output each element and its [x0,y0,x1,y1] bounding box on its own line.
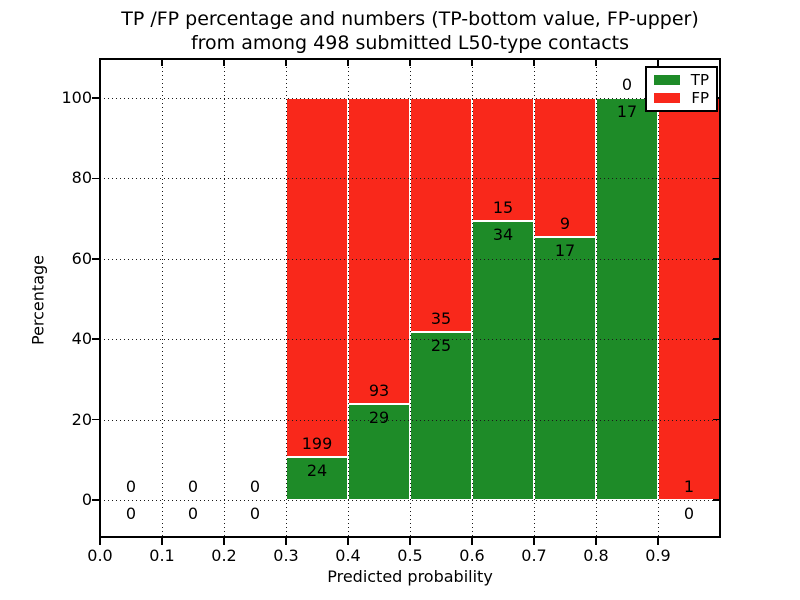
tp-count-label: 34 [492,225,514,245]
x-tick-label: 0.8 [583,546,609,565]
y-tick [92,258,100,260]
x-gridline [410,59,411,537]
y-tick-right [713,258,720,260]
legend-label-tp: TP [690,71,709,89]
y-tick-right [713,338,720,340]
x-tick-top [471,59,473,66]
x-tick [99,538,101,545]
x-tick-top [533,59,535,66]
tp-color-swatch [654,75,680,85]
tp-count-label: 0 [187,504,199,523]
chart-title: TP /FP percentage and numbers (TP-bottom… [20,7,800,55]
x-tick [347,538,349,545]
x-gridline [286,59,287,537]
x-axis-label: Predicted probability [327,567,493,586]
x-tick [223,538,225,545]
y-tick [92,97,100,99]
x-tick [657,538,659,545]
fp-bar-segment [658,97,720,500]
x-gridline [534,59,535,537]
x-tick-label: 0.1 [149,546,175,565]
x-tick [409,538,411,545]
y-tick-right [713,177,720,180]
x-gridline [596,59,597,537]
fp-bar-segment [348,97,410,405]
x-tick [285,538,287,545]
y-tick [92,418,100,421]
fp-count-label: 93 [368,381,390,401]
x-tick [471,538,473,545]
y-tick-label: 20 [71,409,92,429]
tp-count-label: 0 [683,504,695,523]
x-tick-top [409,59,411,66]
chart-title-line1: TP /FP percentage and numbers (TP-bottom… [121,8,699,30]
fp-count-label: 0 [187,477,199,496]
tp-bar-segment [410,332,472,500]
tp-bar-segment [286,456,348,500]
fp-count-label: 199 [301,433,333,453]
chart-title-line2: from among 498 submitted L50-type contac… [190,32,630,54]
x-tick [161,538,163,545]
y-tick-label: 80 [71,168,92,188]
x-tick-top [347,59,349,66]
x-tick-top [223,59,225,66]
fp-count-label: 35 [430,309,452,329]
x-tick-label: 0.9 [645,546,671,565]
tp-count-label: 29 [368,408,390,428]
legend: TP FP [645,66,718,112]
x-tick-label: 0.6 [459,546,485,565]
fp-bar-segment [410,97,472,333]
tp-count-label: 0 [249,504,261,523]
x-tick-label: 0.4 [335,546,361,565]
legend-entry-tp: TP [654,71,709,89]
x-tick-top [285,59,287,66]
y-tick-right [713,418,720,421]
tp-count-label: 17 [616,101,638,121]
tp-bar-segment [534,237,596,500]
y-tick-label: 60 [71,248,92,268]
x-tick-label: 0.7 [521,546,547,565]
x-tick-top [161,59,163,66]
x-tick-top [595,59,597,66]
x-gridline [348,59,349,537]
tp-bar-segment [596,97,658,500]
y-tick-label: 100 [61,87,92,107]
fp-count-label: 9 [559,214,571,234]
x-tick [533,538,535,545]
fp-bar-segment [534,97,596,238]
tp-bar-segment [472,221,534,500]
y-tick-label: 40 [71,329,92,349]
fp-count-label: 0 [125,477,137,496]
legend-entry-fp: FP [654,89,709,107]
tp-count-label: 24 [306,460,328,480]
tp-count-label: 17 [554,241,576,261]
x-gridline [658,59,659,537]
x-tick-label: 0.2 [211,546,237,565]
x-gridline [224,59,225,537]
fp-bar-segment [286,97,348,457]
y-tick [92,338,100,340]
y-tick [92,499,100,501]
y-tick-label: 0 [81,490,92,509]
fp-count-label: 0 [249,477,261,496]
x-gridline [162,59,163,537]
x-tick [595,538,597,545]
y-tick [92,177,100,180]
x-tick-top [99,59,101,66]
fp-count-label: 0 [621,74,633,94]
x-tick-label: 0.0 [87,546,113,565]
fp-color-swatch [654,93,680,103]
x-tick-top [657,59,659,66]
legend-label-fp: FP [691,89,709,107]
tp-count-label: 0 [125,504,137,523]
x-tick-label: 0.3 [273,546,299,565]
y-tick-right [713,499,720,501]
x-tick-label: 0.5 [397,546,423,565]
fp-count-label: 1 [683,477,695,496]
tp-count-label: 25 [430,336,452,356]
x-gridline [472,59,473,537]
fp-count-label: 15 [492,198,514,218]
